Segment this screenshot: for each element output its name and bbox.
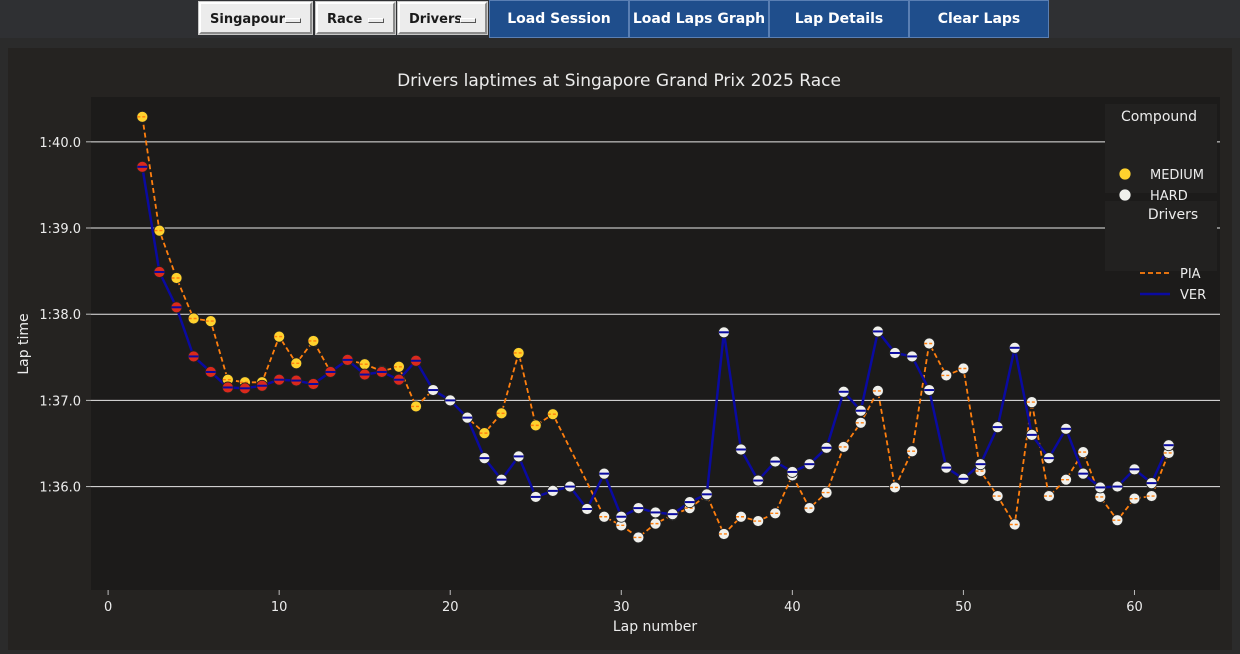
toolbar: Singapour Race Drivers Load Session Load… — [0, 0, 1240, 38]
legend-marker-hard — [1118, 188, 1132, 202]
load-session-button[interactable]: Load Session — [489, 0, 629, 38]
y-tick-label: 1:37.0 — [39, 394, 81, 409]
x-tick-label: 40 — [784, 600, 801, 615]
dropdown-indicator-icon — [460, 18, 476, 23]
y-tick-label: 1:39.0 — [39, 222, 81, 237]
session-select[interactable]: Race — [315, 1, 396, 35]
y-tick-label: 1:40.0 — [39, 136, 81, 151]
legend-label-ver: VER — [1180, 288, 1206, 303]
drivers-select-label: Drivers — [409, 12, 463, 27]
drivers-legend-box — [1105, 201, 1217, 271]
y-tick-label: 1:38.0 — [39, 308, 81, 323]
legend-marker-medium — [1118, 167, 1132, 181]
dropdown-indicator-icon — [368, 18, 384, 23]
drivers-legend: Drivers PIA VER — [1105, 201, 1217, 303]
x-tick-label: 10 — [271, 600, 288, 615]
drivers-select[interactable]: Drivers — [397, 1, 488, 35]
session-select-label: Race — [327, 12, 363, 27]
dropdown-indicator-icon — [285, 18, 301, 23]
legend-label-medium: MEDIUM — [1150, 168, 1204, 183]
x-axis-label: Lap number — [613, 619, 698, 635]
event-select[interactable]: Singapour — [198, 1, 313, 35]
drivers-legend-title: Drivers — [1148, 207, 1198, 223]
x-tick-label: 50 — [955, 600, 972, 615]
x-tick-label: 60 — [1126, 600, 1143, 615]
y-axis-label: Lap time — [16, 313, 32, 374]
legend-label-hard: HARD — [1150, 189, 1188, 204]
laptimes-chart: 1:36.0 1:37.0 1:38.0 1:39.0 1:40.0 0 10 20 30 40 5… — [8, 48, 1232, 650]
y-tick-label: 1:36.0 — [39, 481, 81, 496]
legend-label-pia: PIA — [1180, 267, 1201, 282]
compound-legend-title: Compound — [1121, 109, 1197, 125]
compound-legend: Compound MEDIUMHARDSOFT — [1105, 104, 1217, 225]
x-tick-label: 20 — [442, 600, 459, 615]
clear-laps-button[interactable]: Clear Laps — [909, 0, 1049, 38]
event-select-label: Singapour — [210, 12, 286, 27]
x-tick-label: 0 — [104, 600, 112, 615]
x-tick-label: 30 — [613, 600, 630, 615]
chart-title: Drivers laptimes at Singapore Grand Prix… — [397, 71, 841, 91]
series-line-pia — [141, 116, 1170, 539]
load-laps-graph-button[interactable]: Load Laps Graph — [629, 0, 769, 38]
lap-details-button[interactable]: Lap Details — [769, 0, 909, 38]
